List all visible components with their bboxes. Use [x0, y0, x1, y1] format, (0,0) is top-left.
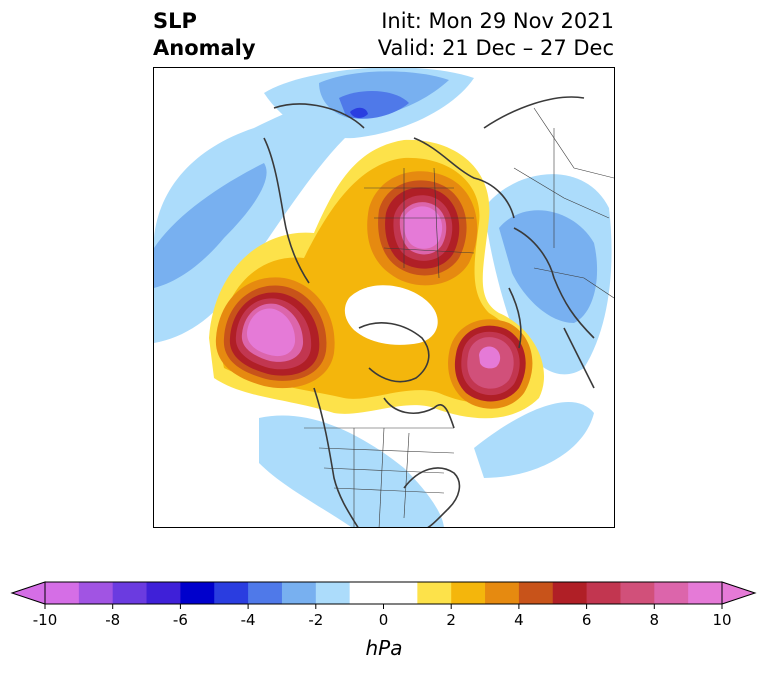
variable-label: SLP	[153, 9, 197, 33]
colorbar-bin-7	[281, 582, 317, 604]
colorbar-over-arrow	[721, 581, 757, 605]
colorbar-bin-10	[383, 582, 418, 604]
negative-anomaly-pacific	[154, 88, 374, 343]
colorbar-bin-18	[654, 582, 689, 604]
map-panel	[153, 67, 615, 528]
zero-anomaly-pole	[344, 285, 438, 345]
map-title-left: SLP Anomaly	[153, 8, 256, 62]
init-date-label: Init: Mon 29 Nov 2021	[381, 9, 614, 33]
colorbar-bins	[45, 582, 723, 604]
colorbar-bin-6	[248, 582, 283, 604]
colorbar-unit-label: hPa	[365, 636, 403, 660]
colorbar-bin-4	[180, 582, 215, 604]
colorbar-bin-11	[417, 582, 452, 604]
colorbar-bin-17	[620, 582, 655, 604]
colorbar-bin-3	[146, 582, 181, 604]
positive-anomaly-bering-core	[246, 308, 296, 357]
colorbar-tick-label: -6	[173, 611, 188, 629]
colorbar-bin-5	[214, 582, 249, 604]
positive-anomaly-greenland-sea-core	[479, 346, 501, 369]
colorbar-tick-label: 10	[712, 611, 731, 629]
negative-anomaly-asia-core	[499, 210, 598, 323]
colorbar-bin-9	[349, 582, 384, 604]
colorbar-tick-label: 2	[446, 611, 456, 629]
colorbar-ticks: -10 -8 -6 -4 -2 0 2 4 6 8 10	[33, 604, 732, 629]
anomaly-label: Anomaly	[153, 36, 256, 60]
negative-anomaly-north-america	[259, 415, 444, 527]
colorbar-tick-label: 0	[379, 611, 389, 629]
colorbar-bin-1	[78, 582, 114, 604]
anomaly-map	[154, 68, 614, 527]
colorbar-tick-label: 4	[514, 611, 524, 629]
colorbar-bin-8	[315, 582, 351, 604]
negative-anomaly-north-atlantic-center	[350, 107, 368, 118]
positive-anomaly-europe-core	[403, 206, 443, 249]
colorbar-bin-14	[518, 582, 554, 604]
colorbar-bin-12	[451, 582, 486, 604]
colorbar-tick-label: -10	[33, 611, 58, 629]
colorbar-tick-label: 8	[650, 611, 660, 629]
valid-range-label: Valid: 21 Dec – 27 Dec	[377, 36, 614, 60]
colorbar-bin-0	[45, 582, 80, 604]
colorbar-tick-label: 6	[582, 611, 592, 629]
colorbar-bin-13	[485, 582, 520, 604]
colorbar-tick-label: -4	[241, 611, 256, 629]
colorbar-bin-15	[552, 582, 588, 604]
colorbar-bin-2	[112, 582, 148, 604]
coastlines	[263, 96, 595, 527]
map-title-right: Init: Mon 29 Nov 2021 Valid: 21 Dec – 27…	[378, 8, 614, 62]
colorbar-tick-label: -2	[308, 611, 323, 629]
colorbar-tick-label: -8	[105, 611, 120, 629]
negative-anomaly-east-atlantic	[474, 401, 594, 478]
negative-anomaly-pacific-core	[154, 163, 267, 288]
colorbar-under-arrow	[10, 581, 46, 605]
political-borders	[304, 107, 614, 527]
colorbar-bin-16	[586, 582, 621, 604]
colorbar-bin-19	[688, 582, 723, 604]
colorbar: -10 -8 -6 -4 -2 0 2 4 6 8 10	[10, 581, 757, 629]
